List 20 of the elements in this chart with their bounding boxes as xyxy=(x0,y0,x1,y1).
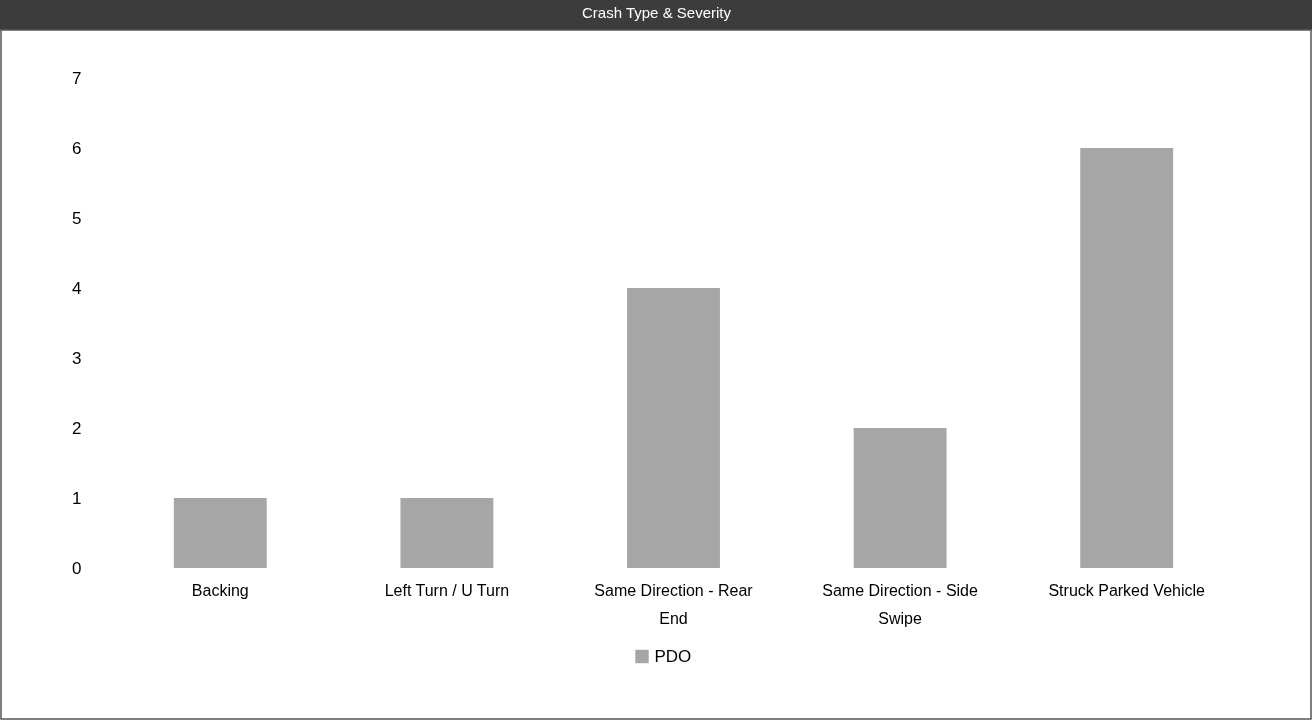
y-tick-label: 3 xyxy=(72,348,82,368)
x-tick-label: Same Direction - Side Swipe xyxy=(822,581,979,627)
chart-title: Crash Type & Severity xyxy=(582,4,732,21)
x-tick-label: Same Direction - Rear End xyxy=(594,581,754,627)
y-tick-label: 4 xyxy=(72,278,82,298)
y-tick-label: 7 xyxy=(72,68,82,88)
x-tick-label: Left Turn / U Turn xyxy=(384,581,510,599)
bar xyxy=(1080,148,1174,568)
y-tick-label: 2 xyxy=(72,418,82,438)
bar xyxy=(627,288,720,568)
legend-label: PDO xyxy=(654,646,692,666)
y-tick-label: 6 xyxy=(72,138,82,158)
bar xyxy=(400,498,494,568)
x-tick-label: Backing xyxy=(191,581,249,599)
bar xyxy=(173,498,267,568)
x-tick-label: Struck Parked Vehicle xyxy=(1048,581,1206,599)
y-tick-label: 0 xyxy=(72,558,82,578)
y-tick-label: 5 xyxy=(72,208,82,228)
y-tick-label: 1 xyxy=(72,488,82,508)
bar xyxy=(853,428,947,568)
